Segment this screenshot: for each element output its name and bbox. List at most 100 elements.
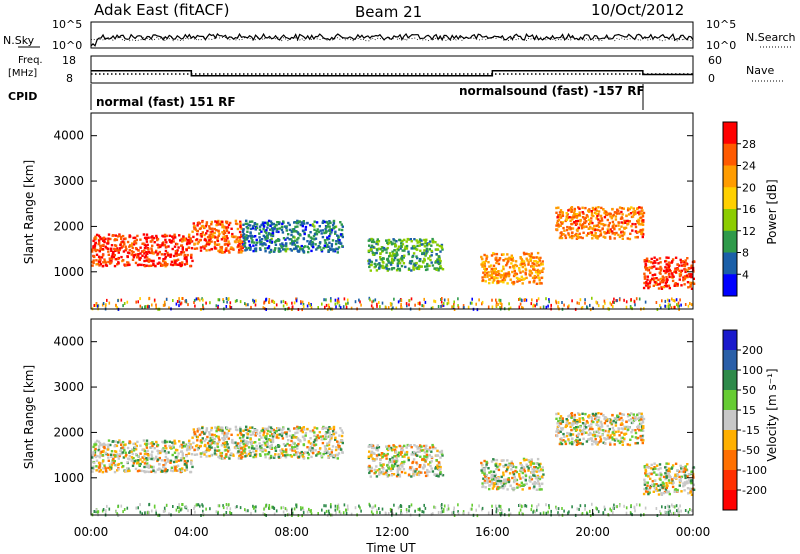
velocity-echo-cell [161,450,164,453]
velocity-echo-cell [428,446,432,449]
power-echo-cell [527,261,530,264]
velocity-echo-cell [381,470,384,473]
velocity-echo-cell [423,444,426,448]
velocity-echo-cell [302,443,306,447]
velocity-echo-cell [171,469,174,473]
power-echo-cell [485,254,488,258]
power-echo-cell [641,233,645,236]
velocity-echo-cell [91,466,94,470]
power-echo-cell [303,232,306,236]
power-echo-cell [665,270,668,273]
velocity-echo-cell [591,443,594,446]
power-echo-cell [296,219,299,223]
power-echo-cell [180,251,183,254]
power-echo-cell [414,264,417,267]
velocity-echo-cell [382,467,385,470]
power-echo-cell [278,247,281,250]
velocity-echo-cell [627,419,631,422]
power-echo-cell [382,261,385,264]
velocity-echo-cell [285,431,288,434]
velocity-echo-cell [195,453,199,456]
power-echo-cell [416,241,419,244]
power-echo-cell [173,263,177,266]
velocity-echo-cell [221,437,224,440]
velocity-echo-cell [178,468,182,471]
power-echo-cell [210,236,213,239]
power-echo-cell [248,243,251,247]
velocity-echo-cell [145,443,148,447]
power-echo-cell [469,301,472,305]
power-echo-cell [625,214,628,217]
power-echo-cell [409,262,413,265]
power-echo-cell [262,225,266,228]
velocity-echo-cell [604,429,607,433]
velocity-echo-cell [500,475,503,479]
velocity-echo-cell [532,471,535,475]
power-echo-cell [134,239,137,243]
power-echo-cell [137,300,139,304]
velocity-echo-cell [418,465,421,469]
power-echo-cell [556,221,559,225]
power-echo-cell [419,249,422,252]
velocity-echo-cell [386,452,389,456]
power-echo-cell [92,245,95,248]
velocity-echo-cell [204,445,208,448]
power-echo-cell [502,259,505,262]
velocity-echo-cell [193,432,197,436]
power-echo-cell [541,269,544,272]
velocity-echo-cell [566,422,570,426]
velocity-echo-cell [430,450,433,453]
power-echo-cell [579,220,582,223]
velocity-echo-cell [403,444,406,448]
power-echo-cell [620,234,623,237]
power-echo-cell [635,297,638,301]
power-echo-cell [575,216,578,219]
power-echo-cell [172,254,176,258]
power-echo-cell [205,221,209,224]
power-echo-cell [443,298,446,302]
nave-label: Nave [746,64,774,77]
power-echo-cell [122,304,124,308]
velocity-echo-cell [492,458,495,461]
velocity-echo-cell [281,437,285,440]
power-echo-cell [688,275,692,278]
power-echo-cell [325,221,329,224]
power-echo-cell [611,207,614,211]
velocity-echo-cell [533,482,536,485]
power-echo-cell [541,260,544,263]
power-echo-cell [592,214,595,218]
power-echo-cell [662,285,666,289]
power-echo-cell [679,274,683,277]
power-echo-cell [585,214,589,217]
power-echo-cell [226,237,229,240]
velocity-echo-cell [329,454,332,458]
power-echo-cell [272,300,275,304]
power-echo-cell [216,239,220,243]
power-echo-cell [209,301,211,305]
velocity-echo-cell [494,473,497,476]
velocity-echo-cell [439,472,442,476]
power-echo-cell [426,268,429,271]
power-echo-cell [135,238,138,242]
power-echo-cell [616,208,619,211]
velocity-echo-cell [639,436,642,439]
power-echo-cell [320,248,323,252]
power-echo-cell [307,235,311,238]
power-echo-cell [683,283,686,286]
power-echo-cell [283,225,287,228]
power-echo-cell [378,262,381,265]
velocity-echo-cell [410,475,413,478]
velocity-echo-cell [618,434,621,437]
power-echo-cell [590,211,594,215]
velocity-echo-cell [221,432,224,435]
velocity-echo-cell [304,434,307,437]
power-echo-cell [104,261,108,264]
power-echo-cell [106,298,108,302]
power-echo-cell [268,301,271,304]
power-echo-cell [286,302,288,306]
power-echo-cell [416,248,419,251]
power-echo-cell [125,247,128,251]
power-echo-cell [95,304,97,308]
velocity-echo-cell [158,463,161,466]
power-echo-cell [327,222,330,226]
